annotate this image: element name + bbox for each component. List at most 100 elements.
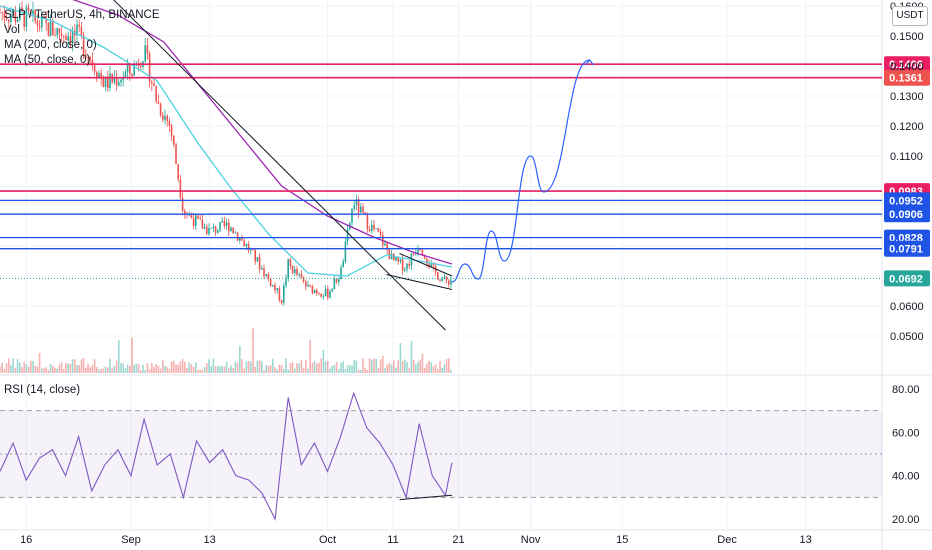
volume-bar — [349, 364, 351, 373]
volume-bar — [8, 358, 10, 373]
candle-body — [89, 57, 91, 60]
candle-body — [239, 237, 241, 241]
candle-body — [76, 24, 78, 36]
volume-bar — [232, 367, 234, 373]
candle-body — [353, 205, 355, 209]
candle-body — [131, 73, 133, 76]
price-tick-label: 0.0500 — [890, 331, 924, 343]
volume-bar — [263, 369, 265, 373]
candle-body — [428, 263, 430, 267]
candle-body — [32, 10, 34, 15]
time-axis[interactable]: Aug16Sep13Oct1121Nov15Dec13 — [0, 534, 812, 546]
rsi-legend[interactable]: RSI (14, close) — [4, 384, 81, 396]
volume-bar — [410, 340, 413, 373]
indicator-ma50[interactable]: MA (50, close, 0) — [4, 54, 91, 66]
candle-body — [118, 82, 120, 86]
candle-body — [241, 237, 243, 241]
candle-body — [384, 243, 386, 246]
volume-bar — [254, 366, 256, 373]
volume-bar — [373, 358, 375, 373]
volume-bar — [133, 364, 135, 373]
candle-body — [412, 253, 415, 255]
volume-bar — [417, 361, 419, 373]
candle-body — [30, 11, 32, 15]
indicator-vol[interactable]: Vol — [4, 24, 20, 36]
volume-bar — [52, 365, 54, 373]
volume-bar — [208, 359, 210, 373]
candle-body — [175, 144, 177, 165]
candle-body — [399, 259, 402, 262]
candle-body — [426, 258, 428, 264]
volume-bar — [98, 369, 100, 373]
candle-body — [197, 215, 199, 219]
candle-body — [223, 220, 226, 226]
candle-body — [395, 257, 397, 261]
volume-bar — [272, 358, 274, 373]
time-tick-label: 16 — [20, 534, 32, 546]
indicator-ma200[interactable]: MA (200, close, 0) — [4, 39, 97, 51]
candle-body — [38, 25, 41, 28]
candle-body — [318, 293, 320, 295]
candle-body — [199, 218, 201, 220]
candle-body — [333, 278, 336, 290]
candle-body — [190, 214, 193, 219]
volume-bar — [71, 359, 74, 373]
candle-body — [404, 269, 406, 271]
candle-body — [393, 253, 395, 261]
candle-body — [351, 208, 353, 223]
candle-body — [201, 219, 204, 229]
volume-bar — [146, 363, 149, 373]
candle-body — [296, 269, 298, 275]
candle-body — [56, 28, 58, 36]
candle-body — [49, 21, 52, 36]
volume-bar — [162, 360, 164, 373]
price-tag-0.0906 — [884, 206, 930, 223]
volume-bar — [179, 361, 182, 373]
currency-button[interactable]: USDT — [892, 6, 928, 26]
volume-bar — [338, 368, 340, 373]
price-tag-label: 0.1406 — [889, 59, 923, 71]
candle-body — [164, 115, 166, 120]
volume-bar — [47, 369, 50, 373]
volume-bar — [43, 368, 45, 373]
candle-body — [250, 249, 252, 251]
price-tag-0.0692 — [884, 270, 930, 287]
volume-bar — [38, 352, 41, 373]
volume-bar — [153, 367, 155, 373]
volume-bar — [261, 361, 263, 373]
symbol-title[interactable]: SLP / TetherUS, 4h, BINANCE — [4, 9, 160, 21]
price-axis[interactable]: 0.16000.15000.14000.13000.12000.11000.06… — [890, 1, 924, 526]
volume-bar — [113, 365, 116, 373]
volume-bar — [144, 369, 146, 373]
volume-bar — [239, 345, 241, 373]
volume-bar — [265, 364, 267, 373]
volume-bar — [368, 358, 371, 373]
candle-body — [157, 101, 160, 104]
candle-body — [313, 290, 316, 294]
volume-bar — [228, 368, 230, 373]
volume-bar — [155, 364, 157, 373]
volume-bar — [342, 361, 344, 373]
volume-bar — [192, 367, 195, 373]
candle-body — [294, 269, 296, 274]
volume-bar — [307, 368, 309, 373]
candle-body — [432, 264, 435, 266]
candle-body — [388, 249, 391, 260]
volume-bar — [100, 368, 102, 373]
candle-body — [107, 76, 109, 89]
volume-bar — [311, 362, 314, 373]
candle-body — [36, 20, 39, 26]
candle-body — [23, 10, 25, 28]
candle-body — [69, 36, 72, 43]
volume-bar — [313, 360, 316, 373]
trendline — [113, 0, 446, 331]
volume-bar — [137, 364, 140, 373]
volume-bar — [3, 369, 6, 373]
volume-bar — [89, 367, 91, 373]
candle-body — [371, 224, 373, 232]
volume-bar — [276, 369, 278, 373]
candle-body — [170, 125, 173, 136]
candle-body — [287, 259, 289, 279]
candle-body — [148, 53, 151, 83]
